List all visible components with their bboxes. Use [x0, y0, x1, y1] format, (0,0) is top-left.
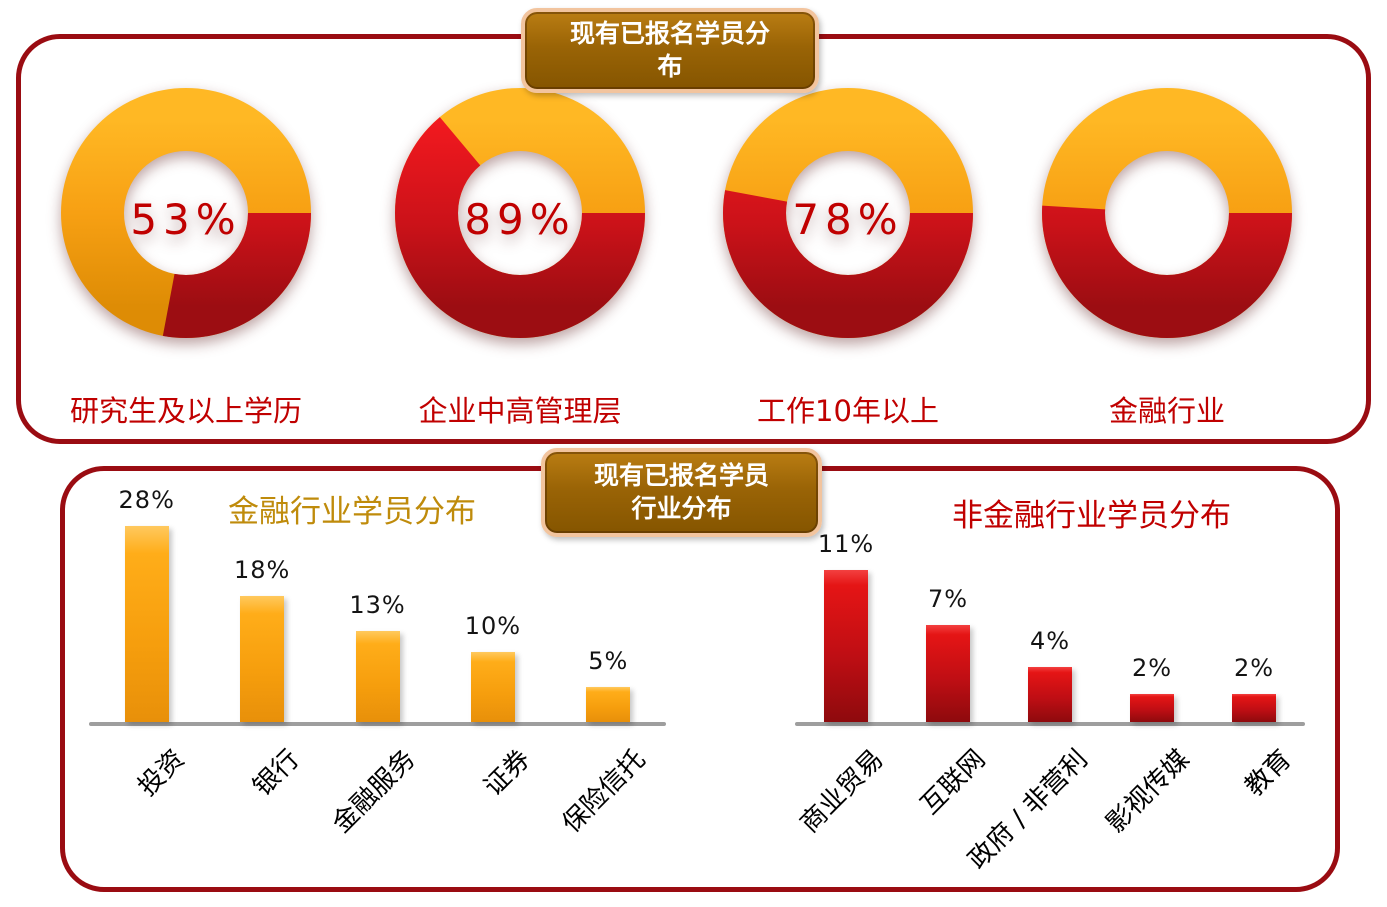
- bar-slot: 2%: [1101, 654, 1203, 722]
- bar-value-label: 28%: [118, 486, 175, 514]
- category-slot: 保险信托: [551, 726, 666, 901]
- donut-center-text: 53%: [130, 194, 242, 244]
- donut-label: 企业中高管理层: [418, 394, 622, 428]
- bar-value-label: 2%: [1131, 654, 1173, 682]
- bar: [824, 570, 868, 722]
- bar-value-label: 2%: [1233, 654, 1275, 682]
- bar-value-label: 4%: [1029, 627, 1071, 655]
- donut-svg: [1042, 88, 1292, 338]
- categories-row: 商业贸易 互联网 政府 / 非营利 影视传媒 教育: [795, 726, 1305, 901]
- bar-slot: 5%: [551, 647, 666, 722]
- category-label: 影视传媒: [1100, 744, 1196, 840]
- finance-bar-chart: 28% 18% 13% 10% 5% 投资 银行 金融服务 证券 保险信托: [89, 470, 666, 901]
- bar: [586, 687, 631, 722]
- category-slot: 证券: [435, 726, 550, 901]
- category-slot: 金融服务: [320, 726, 435, 901]
- bar-value-label: 13%: [349, 591, 406, 619]
- donut-svg: [395, 88, 645, 338]
- bar-slot: 11%: [795, 530, 897, 722]
- nonfinance-chart-title: 非金融行业学员分布: [952, 498, 1231, 534]
- category-slot: 政府 / 非营利: [962, 726, 1101, 901]
- category-slot: 投资: [89, 726, 204, 901]
- bar-value-label: 10%: [464, 612, 522, 640]
- donut-label: 工作10年以上: [757, 394, 939, 428]
- bar: [240, 596, 285, 722]
- category-label: 互联网: [915, 744, 992, 821]
- bars-row: 11% 7% 4% 2% 2%: [795, 470, 1305, 722]
- bar: [926, 625, 970, 722]
- donut-center-text: 89%: [464, 194, 576, 244]
- top-title-badge: 现有已报名学员分布: [521, 8, 819, 93]
- bar: [1232, 694, 1276, 722]
- donut-label: 金融行业: [1108, 394, 1225, 428]
- nonfinance-bar-chart: 11% 7% 4% 2% 2% 商业贸易 互联网 政府 / 非营利 影视传媒 教育: [795, 470, 1305, 901]
- bar-value-label: 18%: [233, 556, 291, 584]
- category-label: 商业贸易: [794, 744, 890, 840]
- bar-value-label: 7%: [927, 585, 969, 613]
- bar-slot: 18%: [204, 556, 319, 722]
- category-slot: 影视传媒: [1101, 726, 1203, 901]
- bar-slot: 28%: [89, 486, 204, 722]
- x-axis-line: [795, 722, 1305, 726]
- bar-slot: 7%: [897, 585, 999, 722]
- category-slot: 商业贸易: [795, 726, 897, 901]
- category-label: 保险信托: [557, 744, 652, 840]
- donut-svg: [723, 88, 973, 338]
- bar: [470, 652, 515, 722]
- bar-value-label: 5%: [588, 647, 629, 675]
- bar-slot: 2%: [1203, 654, 1305, 722]
- bar: [124, 526, 169, 722]
- bar: [1028, 667, 1072, 722]
- donut-1: 89%: [395, 88, 645, 338]
- donut-center-text: [1042, 94, 1292, 344]
- finance-chart-title: 金融行业学员分布: [228, 494, 476, 530]
- donut-svg: [61, 88, 311, 338]
- donut-3: [1042, 88, 1292, 338]
- categories-row: 投资 银行 金融服务 证券 保险信托: [89, 726, 666, 901]
- donut-label: 研究生及以上学历: [69, 394, 302, 428]
- x-axis-line: [89, 722, 666, 726]
- category-label: 教育: [1239, 744, 1298, 803]
- donut-center-text: 78%: [792, 194, 904, 244]
- bar-value-label: 11%: [817, 530, 875, 558]
- bar-slot: 13%: [320, 591, 435, 722]
- donut-0: 53%: [61, 88, 311, 338]
- category-slot: 银行: [204, 726, 319, 901]
- category-label: 证券: [478, 744, 537, 803]
- category-label: 投资: [132, 744, 191, 803]
- bottom-title-badge: 现有已报名学员行业分布: [541, 448, 822, 537]
- bar-slot: 10%: [435, 612, 550, 722]
- category-label: 银行: [247, 744, 306, 803]
- bar-slot: 4%: [999, 627, 1101, 722]
- category-label: 金融服务: [326, 744, 421, 840]
- bar: [355, 631, 400, 722]
- category-slot: 教育: [1203, 726, 1305, 901]
- bars-row: 28% 18% 13% 10% 5%: [89, 470, 666, 722]
- bar: [1130, 694, 1174, 722]
- donut-2: 78%: [723, 88, 973, 338]
